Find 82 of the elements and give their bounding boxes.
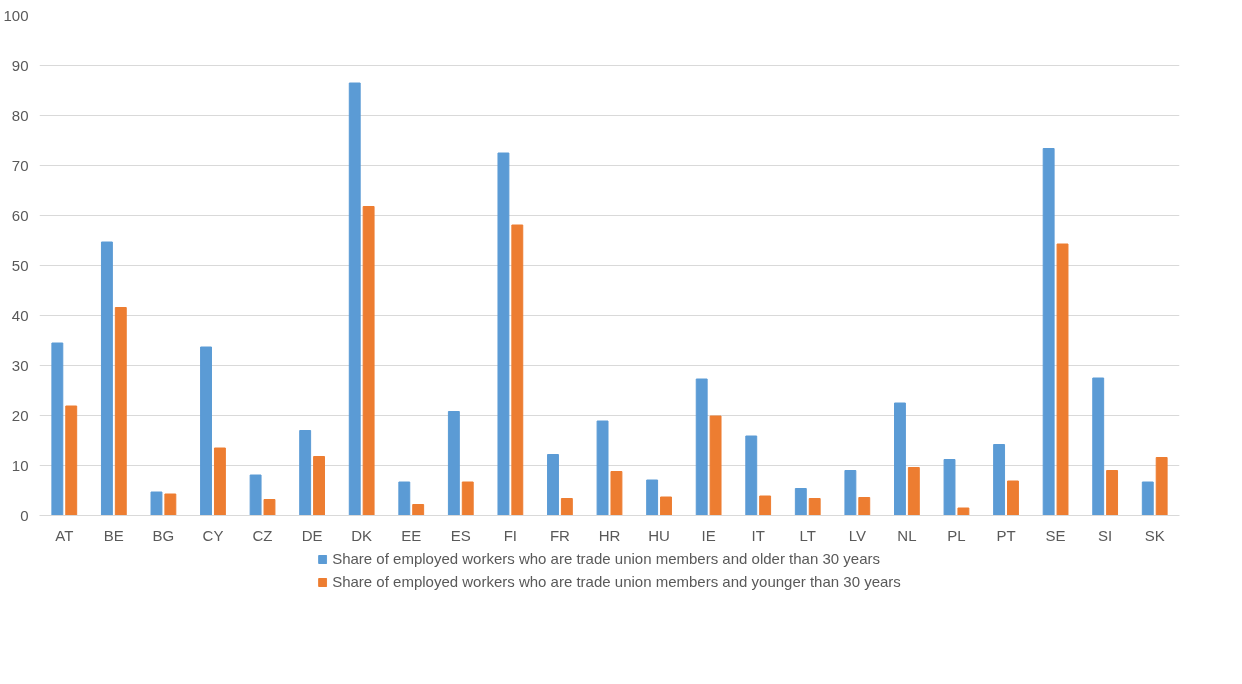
- bar: [348, 82, 361, 516]
- bar: [398, 481, 411, 516]
- bar: [646, 479, 659, 516]
- x-tick-label: LV: [848, 526, 866, 544]
- bar: [907, 467, 920, 516]
- bar: [993, 444, 1006, 516]
- bar: [263, 499, 276, 516]
- bar: [497, 152, 510, 516]
- bar: [1141, 481, 1154, 516]
- x-tick-label: BE: [103, 526, 124, 544]
- x-tick-label: HR: [598, 526, 621, 544]
- bar: [844, 470, 857, 516]
- y-tick-label: 30: [11, 356, 29, 374]
- x-tick-label: LT: [799, 526, 816, 544]
- y-tick-label: 90: [11, 56, 29, 74]
- bar: [362, 206, 375, 516]
- bar: [1092, 377, 1105, 516]
- y-tick-label: 20: [11, 406, 29, 424]
- bar: [1056, 243, 1069, 516]
- bar: [100, 241, 113, 516]
- x-tick-label: DE: [301, 526, 323, 544]
- bar: [709, 415, 722, 516]
- y-tick-label: 100: [3, 6, 29, 24]
- y-tick-label: 70: [11, 156, 29, 174]
- bar: [150, 491, 163, 516]
- bar: [1106, 470, 1119, 516]
- x-tick-label: AT: [55, 526, 74, 544]
- x-tick-label: CY: [202, 526, 224, 544]
- bar: [943, 459, 956, 516]
- bar: [957, 507, 970, 516]
- bar: [447, 411, 460, 516]
- bar: [858, 497, 871, 516]
- x-tick-label: FR: [549, 526, 571, 544]
- bar: [164, 493, 177, 516]
- bar: [313, 456, 325, 516]
- x-tick-label: BG: [152, 526, 175, 544]
- x-tick-label: SK: [1144, 526, 1165, 544]
- bar: [412, 504, 425, 516]
- bar: [200, 346, 212, 516]
- bar: [1007, 480, 1019, 516]
- bar: [894, 402, 906, 516]
- y-tick-label: 10: [11, 456, 29, 474]
- bar: [547, 454, 559, 516]
- bar: [114, 307, 127, 516]
- x-tick-label: FI: [503, 526, 518, 544]
- bar: [249, 474, 262, 516]
- bar: [808, 498, 821, 516]
- bar: [745, 435, 758, 516]
- x-tick-label: PT: [996, 526, 1016, 544]
- bar: [1155, 457, 1168, 516]
- bar: [759, 495, 772, 516]
- x-tick-label: HU: [648, 526, 670, 544]
- y-tick-label: 80: [11, 106, 29, 124]
- bar: [610, 471, 623, 516]
- bar: [560, 498, 573, 516]
- bar: [65, 405, 78, 516]
- y-tick-label: 60: [11, 206, 29, 224]
- x-tick-label: SI: [1098, 526, 1113, 544]
- bar: [794, 488, 807, 516]
- y-tick-label: 40: [11, 306, 29, 324]
- bar: [51, 342, 64, 516]
- x-tick-label: PL: [947, 526, 966, 544]
- x-tick-label: CZ: [252, 526, 273, 544]
- bar: [511, 224, 524, 516]
- x-tick-label: NL: [897, 526, 917, 544]
- bar: [660, 496, 672, 516]
- bar: [1042, 148, 1055, 516]
- x-tick-label: IE: [701, 526, 716, 544]
- x-tick-label: SE: [1045, 526, 1066, 544]
- legend-label: Share of employed workers who are trade union members and older than 30 years: [332, 550, 880, 567]
- legend-label: Share of employed workers who are trade union members and younger than 30 years: [332, 573, 901, 590]
- bar: [299, 430, 312, 516]
- bar: [213, 447, 226, 516]
- y-tick-label: 50: [11, 256, 29, 274]
- x-tick-label: DK: [351, 526, 373, 544]
- x-tick-label: EE: [401, 526, 422, 544]
- y-tick-label: 0: [20, 506, 29, 524]
- x-tick-label: IT: [751, 526, 765, 544]
- x-tick-label: ES: [450, 526, 471, 544]
- bar: [461, 481, 474, 516]
- bar: [596, 420, 609, 516]
- bar: [695, 378, 708, 516]
